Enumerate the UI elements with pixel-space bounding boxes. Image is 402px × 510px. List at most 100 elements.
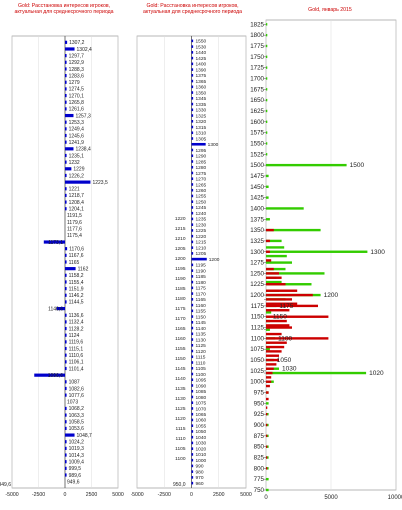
bar — [266, 250, 368, 253]
bar — [191, 343, 194, 347]
bar-label: 1090 — [196, 383, 207, 389]
bar-label: 1330 — [196, 108, 207, 114]
x-tick-label: 5000 — [112, 492, 124, 498]
bar — [266, 380, 272, 383]
y-tick-label: 1375 — [250, 216, 264, 223]
bar-label: 1160 — [196, 303, 207, 309]
y-tick-label: 1050 — [250, 357, 264, 364]
bar — [191, 481, 194, 485]
bar — [65, 267, 76, 271]
bar-label: 1208,4 — [69, 200, 85, 206]
bar — [191, 280, 194, 284]
bar-label: 1010 — [196, 452, 207, 458]
bar-label: 970 — [196, 475, 204, 481]
bar — [266, 261, 292, 264]
y-tick-label: 1450 — [250, 184, 264, 191]
bar-label: 1155,4 — [69, 280, 84, 286]
bar — [65, 406, 67, 411]
bar — [65, 360, 67, 364]
bar — [266, 326, 292, 329]
bar-label: 1106,1 — [69, 360, 84, 366]
x-tick-label: 5000 — [240, 492, 252, 498]
level-label: 1145 — [175, 366, 186, 372]
bar — [65, 460, 67, 464]
bar — [266, 142, 268, 145]
bar — [266, 376, 272, 379]
bar — [191, 458, 194, 462]
bar — [191, 206, 194, 209]
bar — [266, 153, 268, 156]
bar — [65, 127, 67, 131]
bar — [65, 54, 67, 58]
level-label: 1150 — [175, 356, 186, 362]
bar — [191, 252, 194, 255]
y-tick-label: 1725 — [250, 65, 264, 72]
bar — [65, 366, 67, 371]
bar-label: 1320 — [196, 119, 207, 125]
bar — [65, 200, 67, 204]
bar — [56, 306, 65, 311]
bar-label: 1400 — [196, 62, 207, 68]
bar-label: 960 — [196, 481, 204, 487]
y-tick-label: 1250 — [250, 270, 264, 277]
bar-label: 1265,8 — [69, 100, 85, 106]
level-label: 1115 — [176, 426, 186, 432]
bar — [266, 371, 367, 375]
bar — [266, 174, 269, 178]
bar-label: 1195 — [196, 263, 207, 269]
bar-label: 1390 — [196, 67, 207, 73]
bar-label: 1241,9 — [69, 140, 85, 146]
x-tick-label: 2500 — [213, 492, 225, 498]
bar-label: 1068,2 — [69, 406, 85, 412]
bar — [266, 337, 329, 340]
y-tick-label: 800 — [254, 465, 264, 472]
panel-middle: Gold: Расстановка интересов игроков, акт… — [131, 0, 254, 510]
y-tick-label: 1475 — [250, 173, 264, 180]
bar — [65, 93, 67, 98]
bar-label: 1175 — [196, 286, 207, 292]
bar — [191, 79, 194, 83]
bar — [266, 272, 325, 275]
bar-label: 1440 — [196, 50, 207, 56]
bar — [65, 207, 67, 211]
y-tick-label: 1100 — [251, 335, 264, 342]
bar — [191, 447, 194, 450]
y-tick-label: 1175 — [251, 303, 264, 310]
bar — [191, 211, 194, 215]
bar — [191, 223, 194, 226]
bar — [191, 68, 194, 71]
bar — [266, 456, 268, 459]
bar-label: 1229 — [73, 167, 84, 173]
bar-label: 1300 — [208, 142, 219, 148]
bar — [266, 272, 279, 275]
bar-label: 1120 — [196, 349, 207, 355]
bar — [65, 160, 67, 164]
bar — [65, 87, 67, 91]
y-tick-label: 1150 — [251, 314, 264, 321]
y-tick-label: 900 — [254, 422, 264, 429]
bar — [65, 313, 67, 317]
bar-label: 1275 — [196, 171, 207, 177]
bar-label: 1297,7 — [69, 53, 85, 59]
bar-label: 1151,9 — [69, 286, 84, 292]
annotation: 1300 — [370, 249, 385, 256]
bar-label: 1115,1 — [69, 346, 84, 352]
bar-label: 1053,6 — [69, 426, 85, 432]
bar — [65, 120, 67, 124]
bar-label: 1265 — [196, 182, 207, 188]
bar-label: 1170 — [196, 291, 207, 297]
bar — [191, 286, 194, 290]
bar — [65, 100, 67, 104]
bar — [191, 395, 194, 399]
bar — [43, 240, 65, 244]
bar — [266, 163, 347, 167]
level-label: 1110 — [176, 436, 186, 442]
bar — [191, 74, 194, 77]
level-label: 1210 — [175, 236, 186, 242]
bar-label: 1155 — [196, 309, 207, 315]
panel-right: Gold, январь 2015 0 5000 10000 1500 1300 1200… — [258, 0, 402, 510]
y-tick-label: 1275 — [250, 260, 264, 267]
bar-label: 1162 — [78, 266, 89, 272]
y-tick-label: 1200 — [250, 292, 264, 299]
y-tick-label: 1825 — [250, 21, 264, 28]
